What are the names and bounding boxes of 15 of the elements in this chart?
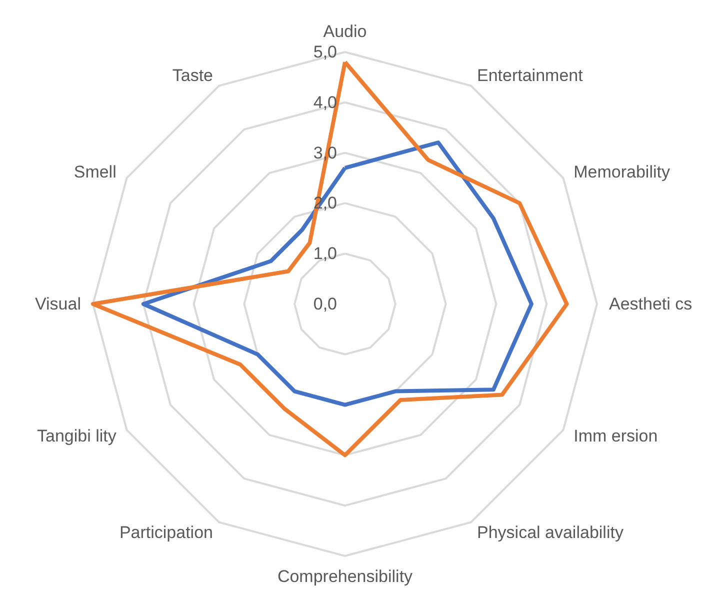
spoke-label: Taste [172, 66, 213, 85]
spoke-label: Physical availability [477, 523, 624, 542]
y-tick-label: 5,0 [313, 42, 337, 62]
spoke-label: Smell [74, 162, 116, 182]
spoke-label: Participation [119, 523, 213, 542]
spoke-label: Audio [323, 22, 367, 41]
y-tick-label: 0,0 [313, 294, 337, 314]
spoke-label: Visual [35, 294, 81, 314]
spoke-label: Memorability [574, 162, 670, 182]
spoke-label: Entertainment [477, 66, 584, 85]
spoke-label: Imm ersion [574, 426, 658, 446]
spoke-label: Tangibi lity [36, 426, 117, 446]
spoke-label: Comprehensibility [277, 567, 414, 586]
spoke-label: Aestheti cs [609, 294, 692, 314]
y-tick-label: 1,0 [313, 244, 337, 264]
